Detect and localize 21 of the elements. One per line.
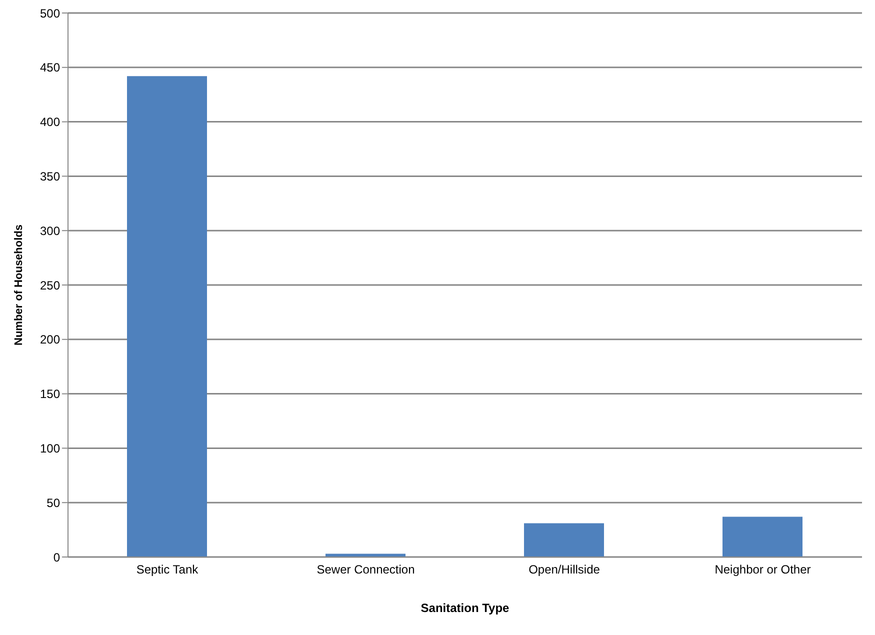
bar <box>127 76 207 557</box>
y-tick-label: 400 <box>40 115 60 130</box>
y-tick-label: 500 <box>40 6 60 20</box>
bar <box>524 523 604 557</box>
y-tick-label: 100 <box>40 441 60 456</box>
bar <box>326 554 406 557</box>
x-tick-label: Neighbor or Other <box>714 562 811 577</box>
y-tick-label: 350 <box>40 169 60 184</box>
x-tick-label: Septic Tank <box>136 562 200 577</box>
bar <box>722 516 802 557</box>
x-axis-title: Sanitation Type <box>420 601 510 615</box>
x-tick-label: Open/Hillside <box>528 562 600 577</box>
y-tick-label: 0 <box>53 550 60 564</box>
y-tick-label: 250 <box>40 278 60 292</box>
y-tick-label: 50 <box>46 496 60 510</box>
y-axis-title: Number of Households <box>12 224 25 346</box>
y-tick-label: 200 <box>40 332 60 347</box>
y-tick-label: 300 <box>40 224 60 238</box>
y-tick-label: 450 <box>40 60 60 75</box>
y-tick-label: 150 <box>40 387 60 402</box>
x-tick-label: Sewer Connection <box>316 562 415 577</box>
